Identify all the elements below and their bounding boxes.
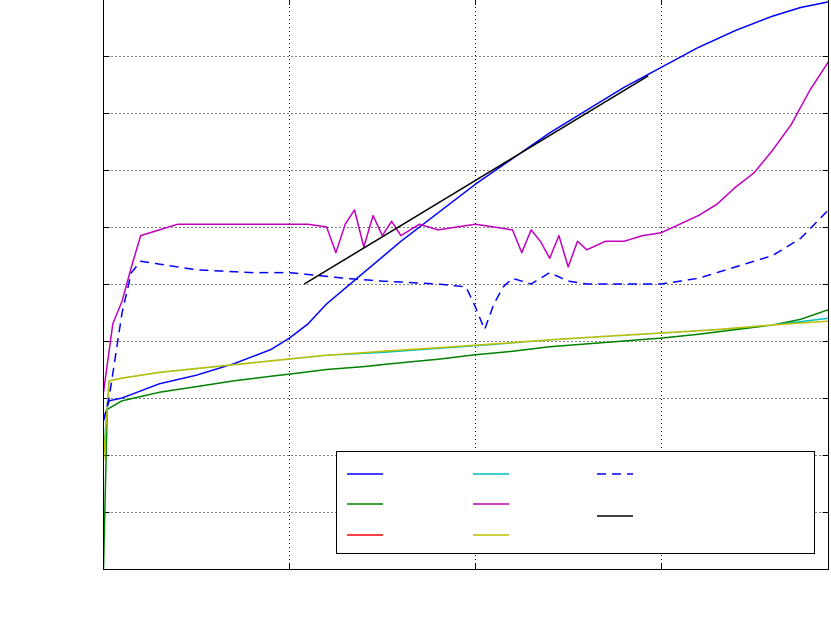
plot-frame xyxy=(103,0,829,570)
series-line-6 xyxy=(103,320,829,461)
series-line-1 xyxy=(103,1,829,422)
series-line-9 xyxy=(303,75,649,285)
series-line-2 xyxy=(103,308,829,569)
series-group xyxy=(103,1,829,569)
series-line-5 xyxy=(103,61,829,393)
axis-ticks xyxy=(103,0,829,569)
series-line-7 xyxy=(103,209,829,421)
legend xyxy=(336,451,815,554)
series-line-4 xyxy=(103,317,829,456)
legend-box xyxy=(336,451,815,554)
